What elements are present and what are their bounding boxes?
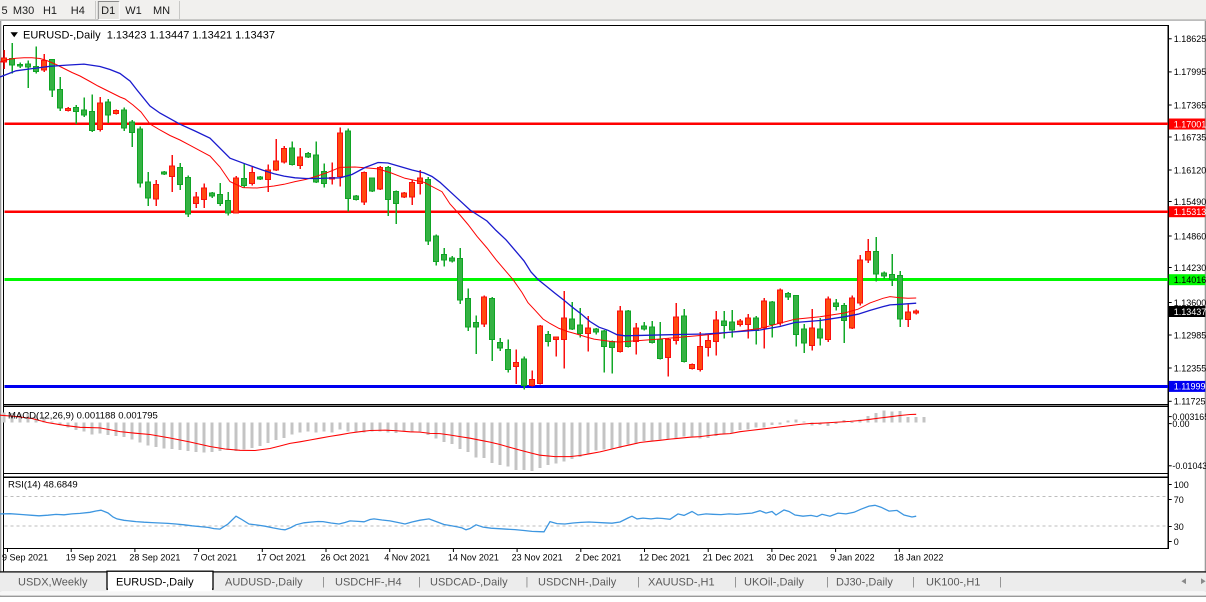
svg-text:1.17995: 1.17995 xyxy=(1174,67,1206,77)
svg-text:1.12985: 1.12985 xyxy=(1174,330,1206,340)
svg-text:W1: W1 xyxy=(125,5,142,17)
svg-text:1.17001: 1.17001 xyxy=(1174,119,1206,129)
svg-text:19 Sep 2021: 19 Sep 2021 xyxy=(66,553,117,563)
svg-text:EURUSD-,Daily 1.13423 1.13447: EURUSD-,Daily 1.13423 1.13447 1.13421 1.… xyxy=(23,30,275,42)
svg-text:1.14016: 1.14016 xyxy=(1174,275,1206,285)
svg-text:100: 100 xyxy=(1174,480,1189,490)
svg-text:30: 30 xyxy=(1174,522,1184,532)
svg-text:1.13600: 1.13600 xyxy=(1174,298,1206,308)
svg-text:1.11999: 1.11999 xyxy=(1174,382,1206,392)
svg-text:DJ30-,Daily: DJ30-,Daily xyxy=(836,577,893,589)
svg-text:|: | xyxy=(999,576,1002,588)
svg-text:UKOil-,Daily: UKOil-,Daily xyxy=(744,577,804,589)
svg-text:1.12355: 1.12355 xyxy=(1174,363,1206,373)
svg-text:9 Sep 2021: 9 Sep 2021 xyxy=(2,553,48,563)
svg-text:MACD(12,26,9) 0.001188 0.00179: MACD(12,26,9) 0.001188 0.001795 xyxy=(8,411,158,422)
svg-text:1.17365: 1.17365 xyxy=(1174,100,1206,110)
svg-text:70: 70 xyxy=(1174,495,1184,505)
svg-text:1.18625: 1.18625 xyxy=(1174,34,1206,44)
svg-text:MN: MN xyxy=(153,5,170,17)
svg-text:AUDUSD-,Daily: AUDUSD-,Daily xyxy=(225,577,303,589)
svg-text:|: | xyxy=(526,576,529,588)
svg-text:USDCNH-,Daily: USDCNH-,Daily xyxy=(538,577,617,589)
svg-text:1.15313: 1.15313 xyxy=(1174,207,1206,217)
svg-text:1.13437: 1.13437 xyxy=(1174,307,1206,317)
svg-text:0.00: 0.00 xyxy=(1172,419,1189,429)
svg-text:1.14860: 1.14860 xyxy=(1174,231,1206,241)
svg-text:21 Dec 2021: 21 Dec 2021 xyxy=(703,553,754,563)
svg-text:17 Oct 2021: 17 Oct 2021 xyxy=(257,553,306,563)
svg-text:30 Dec 2021: 30 Dec 2021 xyxy=(766,553,817,563)
svg-text:XAUUSD-,H1: XAUUSD-,H1 xyxy=(648,577,715,589)
svg-text:1.11725: 1.11725 xyxy=(1174,397,1206,407)
svg-text:USDCHF-,H4: USDCHF-,H4 xyxy=(335,577,402,589)
svg-text:1.14230: 1.14230 xyxy=(1174,263,1206,273)
svg-text:|: | xyxy=(826,576,829,588)
svg-text:12 Dec 2021: 12 Dec 2021 xyxy=(639,553,690,563)
svg-text:USDX,Weekly: USDX,Weekly xyxy=(18,577,88,589)
svg-text:|: | xyxy=(322,576,325,588)
svg-text:RSI(14) 48.6849: RSI(14) 48.6849 xyxy=(8,480,78,491)
svg-text:1.16120: 1.16120 xyxy=(1174,165,1206,175)
svg-text:EURUSD-,Daily: EURUSD-,Daily xyxy=(116,577,194,589)
svg-text:-0.01043: -0.01043 xyxy=(1172,461,1206,471)
svg-text:5: 5 xyxy=(1,5,7,17)
svg-text:14 Nov 2021: 14 Nov 2021 xyxy=(448,553,499,563)
svg-text:UK100-,H1: UK100-,H1 xyxy=(926,577,980,589)
svg-text:1.15490: 1.15490 xyxy=(1174,197,1206,207)
svg-text:H4: H4 xyxy=(71,5,85,17)
svg-text:4 Nov 2021: 4 Nov 2021 xyxy=(384,553,430,563)
svg-text:|: | xyxy=(418,576,421,588)
svg-text:26 Oct 2021: 26 Oct 2021 xyxy=(321,553,370,563)
svg-text:18 Jan 2022: 18 Jan 2022 xyxy=(894,553,944,563)
svg-text:0: 0 xyxy=(1174,537,1179,547)
svg-text:2 Dec 2021: 2 Dec 2021 xyxy=(575,553,621,563)
svg-text:|: | xyxy=(734,576,737,588)
svg-text:H1: H1 xyxy=(43,5,57,17)
svg-text:1.16735: 1.16735 xyxy=(1174,132,1206,142)
svg-text:7 Oct 2021: 7 Oct 2021 xyxy=(193,553,237,563)
svg-text:|: | xyxy=(912,576,915,588)
svg-text:|: | xyxy=(637,576,640,588)
svg-text:USDCAD-,Daily: USDCAD-,Daily xyxy=(430,577,508,589)
svg-text:0.003165: 0.003165 xyxy=(1172,412,1206,422)
svg-text:23 Nov 2021: 23 Nov 2021 xyxy=(512,553,563,563)
svg-text:28 Sep 2021: 28 Sep 2021 xyxy=(129,553,180,563)
svg-text:9 Jan 2022: 9 Jan 2022 xyxy=(830,553,875,563)
svg-text:D1: D1 xyxy=(101,5,115,17)
svg-text:M30: M30 xyxy=(13,5,34,17)
